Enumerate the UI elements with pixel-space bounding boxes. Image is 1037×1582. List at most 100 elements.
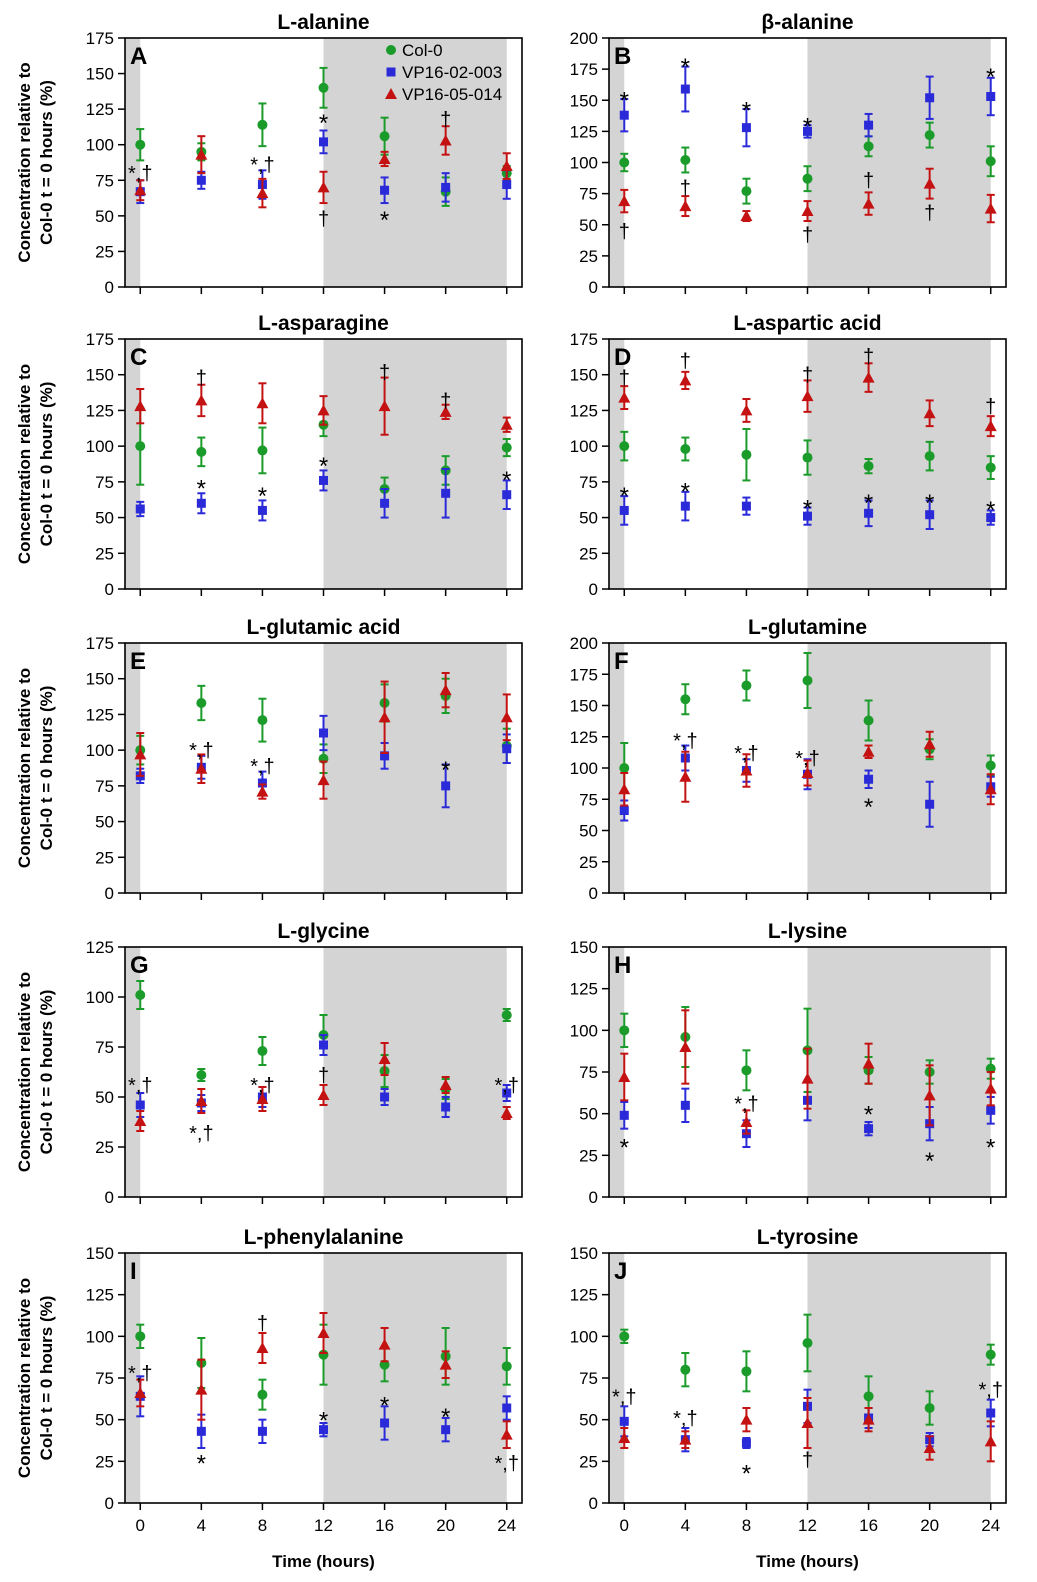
data-point-col-0	[680, 694, 691, 705]
data-point-col-0	[741, 186, 752, 197]
y-tick-label: 75	[579, 1369, 598, 1388]
significance-mark: †	[318, 209, 329, 231]
night-shading	[323, 1253, 507, 1503]
data-point-vp16-02-003	[502, 180, 512, 190]
significance-mark: *	[380, 207, 389, 234]
data-point-vp16-02-003	[502, 1403, 512, 1413]
data-point-vp16-05-014	[801, 1417, 814, 1428]
data-point-vp16-02-003	[680, 84, 690, 94]
x-tick-label: 12	[314, 1516, 333, 1535]
significance-mark: *	[864, 490, 873, 517]
significance-mark: †	[924, 202, 935, 224]
significance-mark: *,†	[734, 743, 758, 765]
significance-mark: †	[257, 1313, 268, 1335]
data-point-vp16-05-014	[317, 181, 330, 193]
y-tick-label: 50	[579, 1105, 598, 1124]
panel-title: L-glutamine	[748, 616, 867, 639]
data-point-vp16-05-014	[679, 374, 692, 386]
panel-letter: H	[614, 952, 631, 979]
x-tick-label: 4	[681, 1516, 690, 1535]
y-axis-label: Concentration relative to	[15, 972, 34, 1172]
x-tick-label: 12	[798, 1516, 817, 1535]
data-point-col-0	[924, 451, 935, 462]
data-point-vp16-05-014	[378, 400, 391, 412]
night-shading	[807, 339, 991, 589]
y-tick-label: 25	[95, 544, 114, 563]
data-point-col-0	[501, 442, 512, 453]
y-axis-label: Col-0 t = 0 hours (%)	[37, 1296, 56, 1461]
y-tick-label: 125	[570, 401, 598, 420]
data-point-vp16-02-003	[925, 93, 935, 103]
x-axis-label: Time (hours)	[272, 1552, 375, 1571]
data-point-vp16-05-014	[256, 397, 269, 409]
y-tick-label: 125	[570, 122, 598, 141]
night-shading	[125, 1253, 141, 1503]
y-tick-label: 100	[86, 741, 114, 760]
significance-mark: *,†	[250, 155, 274, 177]
panel-letter: F	[614, 648, 629, 675]
data-point-col-0	[379, 131, 390, 142]
data-point-col-0	[863, 461, 874, 472]
y-tick-label: 75	[95, 1038, 114, 1057]
significance-mark: *	[380, 1392, 389, 1419]
data-point-col-0	[741, 1366, 752, 1377]
data-point-vp16-05-014	[740, 404, 753, 416]
data-point-vp16-05-014	[984, 202, 997, 214]
data-point-vp16-05-014	[923, 177, 936, 189]
data-point-vp16-05-014	[195, 1383, 208, 1395]
data-point-col-0	[196, 698, 207, 708]
panel-h: 0 25 50 75 100 125 150 L-lysine H * *,† * * *	[570, 920, 1007, 1207]
data-point-vp16-05-014	[923, 1442, 936, 1453]
data-point-col-0	[680, 155, 691, 166]
night-shading	[609, 643, 625, 893]
significance-mark: *	[864, 794, 873, 821]
panel-letter: E	[130, 648, 146, 675]
significance-mark: *,†	[612, 1386, 636, 1408]
significance-mark: *,†	[673, 1408, 697, 1430]
significance-mark: *,†	[189, 740, 213, 762]
x-tick-label: 20	[436, 1516, 455, 1535]
y-tick-label: 175	[570, 665, 598, 684]
data-point-vp16-02-003	[986, 1105, 996, 1115]
y-tick-label: 0	[105, 278, 114, 297]
data-point-vp16-05-014	[618, 1432, 631, 1443]
data-point-col-0	[501, 1010, 512, 1020]
significance-mark: *	[742, 97, 751, 124]
significance-mark: †	[863, 346, 874, 368]
y-tick-label: 0	[105, 1494, 114, 1513]
panel-c: 0 25 50 75 100 125 150 175 L-asparagine C † * * * † † * C…	[15, 312, 523, 599]
data-point-vp16-05-014	[195, 1095, 208, 1106]
significance-mark: *	[681, 54, 690, 81]
data-point-col-0	[741, 449, 752, 460]
data-point-vp16-02-003	[319, 1425, 328, 1435]
data-point-vp16-05-014	[378, 1053, 391, 1064]
y-tick-label: 0	[589, 1494, 598, 1513]
data-point-vp16-02-003	[441, 182, 451, 192]
panel-letter: G	[130, 952, 149, 979]
data-point-vp16-02-003	[257, 778, 267, 788]
y-tick-label: 25	[95, 1452, 114, 1471]
data-point-vp16-05-014	[618, 1071, 631, 1082]
y-tick-label: 100	[86, 988, 114, 1007]
y-tick-label: 50	[579, 822, 598, 841]
x-tick-label: 0	[620, 1516, 629, 1535]
data-point-vp16-02-003	[135, 1100, 145, 1110]
panel-letter: D	[614, 344, 631, 371]
legend-label: VP16-05-014	[402, 85, 502, 104]
data-point-vp16-05-014	[679, 1041, 692, 1052]
data-point-vp16-02-003	[619, 505, 629, 515]
data-point-vp16-05-014	[500, 1107, 513, 1118]
y-tick-label: 25	[579, 853, 598, 872]
y-tick-label: 50	[579, 216, 598, 235]
y-tick-label: 0	[589, 580, 598, 599]
night-shading	[125, 643, 141, 893]
y-axis-label: Col-0 t = 0 hours (%)	[37, 382, 56, 547]
data-point-col-0	[924, 130, 935, 141]
data-point-vp16-05-014	[862, 1057, 875, 1069]
y-tick-label: 175	[86, 330, 114, 349]
x-tick-label: 8	[258, 1516, 267, 1535]
y-tick-label: 150	[570, 697, 598, 716]
significance-mark: *,†	[734, 1094, 758, 1116]
legend-marker-vp16-02-003	[386, 67, 396, 77]
y-tick-label: 50	[95, 813, 114, 832]
